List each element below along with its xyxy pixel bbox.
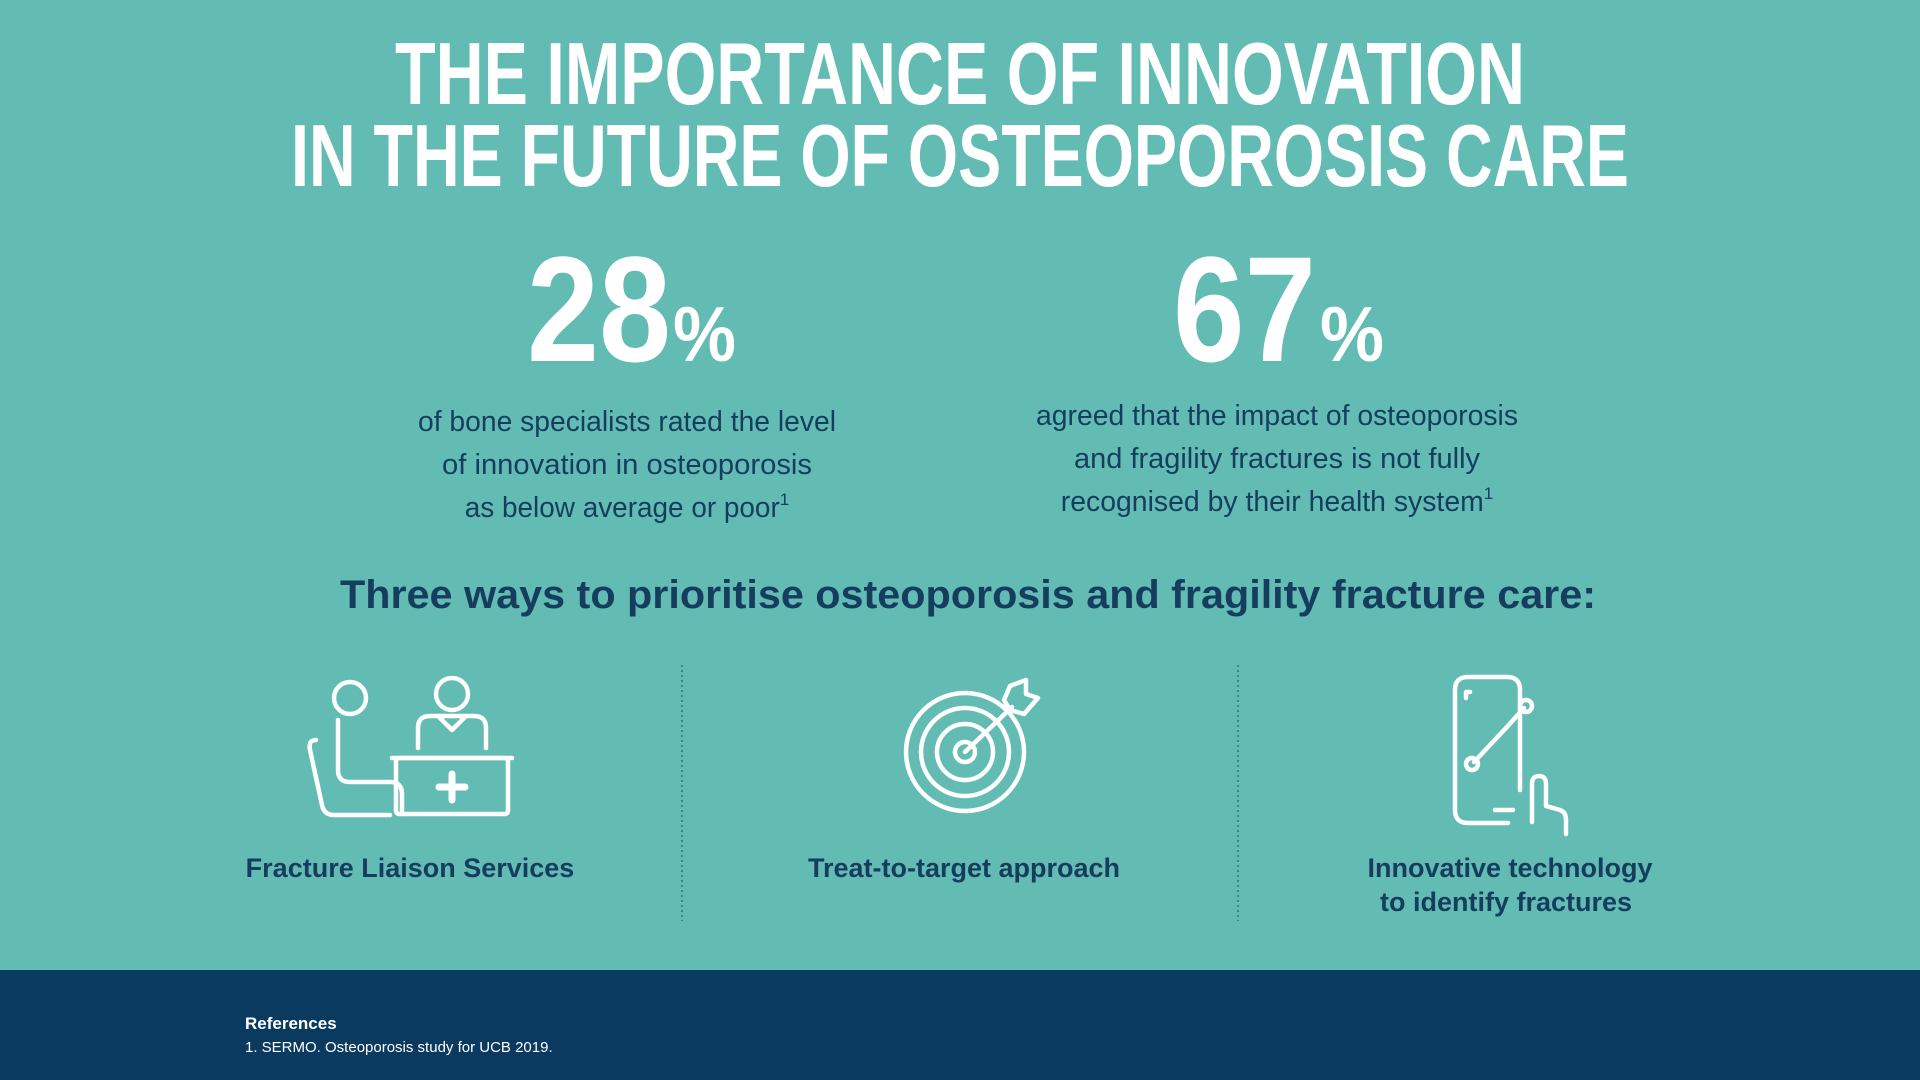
stat-description: recognised by their health system1 [1061, 484, 1493, 518]
stat-description-text: as below average or poor [465, 492, 780, 524]
footnote-mark: 1 [1484, 484, 1493, 503]
way-label: Fracture Liaison Services [246, 853, 575, 883]
stat-number: 67 [1173, 225, 1316, 393]
icon-target [903, 677, 1041, 814]
footer [0, 970, 1920, 1080]
way-label: to identify fractures [1380, 887, 1632, 917]
stat-unit: % [673, 290, 736, 378]
stat-description: as below average or poor1 [465, 490, 789, 524]
stat-unit: % [1320, 290, 1384, 378]
icon-technology [1452, 674, 1569, 837]
way-label: Innovative technology [1367, 853, 1652, 883]
stat-description: of bone specialists rated the level [418, 406, 836, 438]
stat-description: of innovation in osteoporosis [442, 449, 812, 481]
title-line: THE IMPORTANCE OF INNOVATION [395, 24, 1525, 123]
stat-number: 28 [527, 225, 671, 393]
stat-description: and fragility fractures is not fully [1074, 443, 1480, 475]
stat-description: agreed that the impact of osteoporosis [1036, 400, 1518, 432]
icon-liaison [307, 675, 515, 818]
references-heading: References [245, 1014, 337, 1033]
way-label: Treat-to-target approach [808, 853, 1120, 883]
reference-item: 1. SERMO. Osteoporosis study for UCB 201… [245, 1039, 553, 1056]
title-line: IN THE FUTURE OF OSTEOPOROSIS CARE [291, 106, 1629, 205]
footnote-mark: 1 [780, 490, 789, 509]
stat-description-text: recognised by their health system [1061, 486, 1484, 518]
subheading: Three ways to prioritise osteoporosis an… [340, 573, 1596, 617]
